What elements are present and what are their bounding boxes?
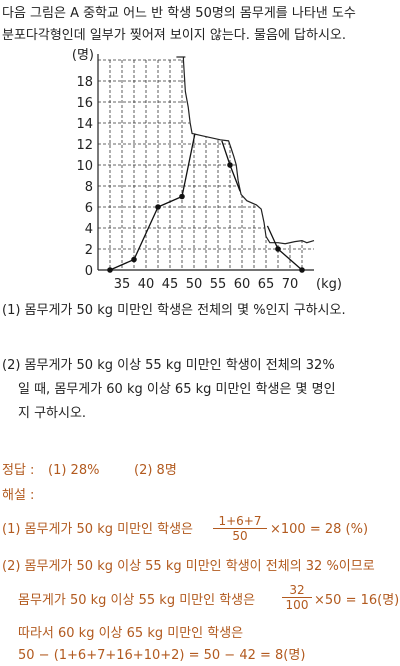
question-2-line-1: (2) 몸무게가 50 kg 이상 55 kg 미만인 학생이 전체의 32% [2,358,335,373]
data-point [275,246,281,252]
y-tick-label: 8 [85,180,93,195]
solution-5-text: 50 − (1+6+7+16+10+2) = 50 − 42 = 8(명) [18,648,306,663]
polygon-segment-partial [181,133,196,197]
question-1: (1) 몸무게가 50 kg 미만인 학생은 전체의 몇 %인지 구하시오. [2,303,346,318]
y-tick-label: 16 [76,96,93,111]
polygon-segment [157,195,183,208]
data-point [155,204,161,210]
torn-region [176,56,318,245]
y-tick-label: 6 [85,201,93,216]
polygon-segment [133,206,159,260]
polygon-line [107,133,305,273]
x-tick-label: 50 [186,277,203,292]
data-point [131,256,137,263]
fraction-numerator: 32 [289,583,305,597]
answer-2: (2) 8명 [134,463,177,478]
solution-3-fraction: 32 100 [282,583,312,612]
fraction-numerator: 1+6+7 [218,514,262,528]
explanation-label: 해설 : [2,488,35,503]
data-point [179,193,185,200]
question-2-line-3: 지 구하시오. [18,406,87,421]
y-tick-label: 10 [76,159,93,174]
solution-4-text: 따라서 60 kg 이상 65 kg 미만인 학생은 [18,626,244,641]
data-point [107,267,113,273]
solution-1-result: ×100 = 28 (%) [270,522,369,537]
answer-1: (1) 28% [48,463,100,478]
y-tick-label: 2 [85,243,93,258]
polygon-segment [109,258,135,271]
question-2-line-2: 일 때, 몸무게가 60 kg 이상 65 kg 미만인 학생은 몇 명인 [18,382,336,397]
solution-3-result: ×50 = 16(명) [314,593,400,608]
tear-edge [182,57,315,245]
polygon-segment-partial [229,164,241,192]
polygon-segment-partial [221,140,231,166]
y-axis-unit: (명) [72,48,94,63]
fraction-denominator: 50 [213,528,267,543]
x-tick-label: 40 [138,277,155,292]
fraction-denominator: 100 [282,597,312,612]
x-axis-unit: (kg) [316,277,342,292]
solution-2-text: (2) 몸무게가 50 kg 이상 55 kg 미만인 학생이 전체의 32 %… [2,559,375,574]
frequency-polygon-chart: 0 2 4 6 8 10 12 14 16 18 35 40 45 50 55 60 65 70 (명) (kg) [72,48,342,292]
data-point [299,267,305,273]
axis-labels: 0 2 4 6 8 10 12 14 16 18 35 40 45 50 55 60 65 70 (명) (kg) [72,48,342,292]
x-tick-label: 35 [114,277,131,292]
x-tick-label: 45 [162,277,179,292]
solution-1-text: (1) 몸무게가 50 kg 미만인 학생은 [2,522,193,537]
solution-3-text: 몸무게가 50 kg 이상 55 kg 미만인 학생은 [18,593,256,608]
data-point [227,162,233,168]
y-tick-label: 12 [76,138,93,153]
y-tick-label: 4 [85,222,93,237]
x-tick-label: 65 [258,277,275,292]
y-tick-label: 18 [76,75,93,90]
x-tick-label: 70 [282,277,299,292]
y-tick-label: 0 [85,264,93,279]
x-tick-label: 55 [210,277,227,292]
answer-label: 정답 : [2,463,35,478]
y-tick-label: 14 [76,117,93,132]
solution-1-fraction: 1+6+7 50 [213,514,267,543]
torn-paper-fill [183,57,318,244]
intro-line-1: 다음 그림은 A 중학교 어느 반 학생 50명의 몸무게를 나타낸 도수 [2,6,356,21]
intro-line-2: 분포다각형인데 일부가 찢어져 보이지 않는다. 물음에 답하시오. [2,28,347,43]
polygon-segment [277,248,303,271]
x-tick-label: 60 [234,277,251,292]
polygon-segment-partial [266,225,279,250]
